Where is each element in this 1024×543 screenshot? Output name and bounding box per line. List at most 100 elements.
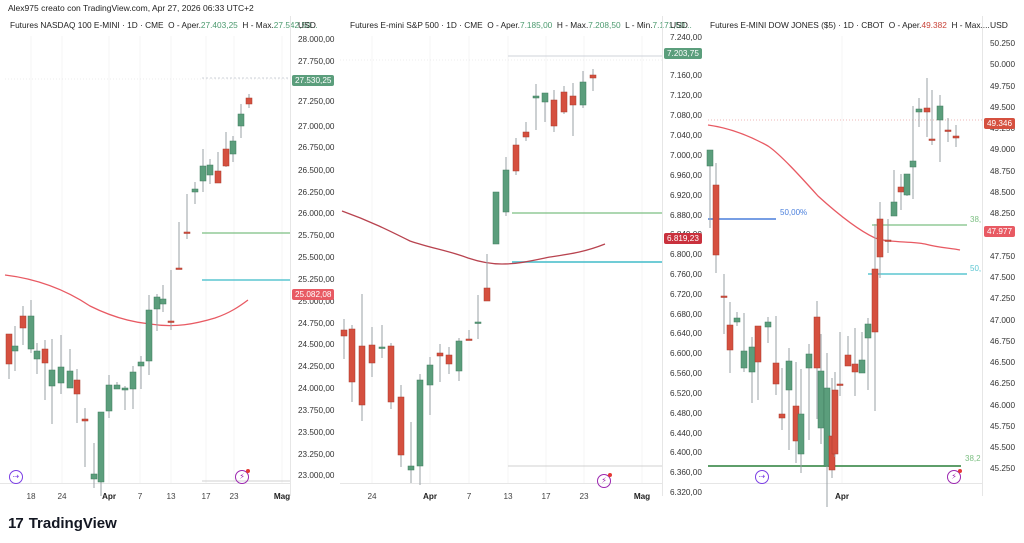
- price-axis-tick: 50.000: [990, 60, 1016, 69]
- candlestick-chart[interactable]: [340, 16, 662, 486]
- candle: [805, 344, 813, 440]
- candle: [465, 330, 473, 341]
- price-axis-tick: 23.750,00: [298, 406, 335, 415]
- moving-average-line[interactable]: [341, 210, 606, 265]
- candle: [831, 372, 839, 457]
- time-axis-tick: Apr: [834, 492, 850, 501]
- moving-average-line[interactable]: [707, 124, 961, 251]
- candle: [858, 332, 866, 374]
- symbol-legend[interactable]: Futures NASDAQ 100 E-MINI · 1D · CME O -…: [10, 20, 318, 30]
- candle: [229, 136, 237, 162]
- price-axis-tick: 6.800,00: [670, 250, 702, 259]
- time-axis-divider: [340, 483, 662, 484]
- candle: [426, 357, 434, 415]
- candle: [890, 170, 898, 217]
- open-value: 27.403,25: [200, 20, 238, 30]
- low-label: L - Min.: [620, 20, 653, 30]
- price-axis-tick: 45.500: [990, 443, 1016, 452]
- candle: [797, 369, 805, 473]
- price-axis-tick: 6.320,00: [670, 488, 702, 497]
- symbol-legend[interactable]: Futures E-MINI DOW JONES ($5) · 1D · CBO…: [710, 20, 990, 30]
- time-axis-tick: 18: [26, 492, 36, 501]
- moving-average-price-tag: 6.819,23: [664, 233, 702, 244]
- price-axis-tick: 27.000,00: [298, 122, 335, 131]
- price-axis-tick: 49.500: [990, 103, 1016, 112]
- time-axis-tick: 23: [579, 492, 589, 501]
- high-label: H - Max.: [552, 20, 589, 30]
- events-lightning-icon[interactable]: ⚡: [235, 469, 250, 484]
- moving-average-line[interactable]: [4, 274, 249, 327]
- high-label: H - Max.: [237, 20, 274, 30]
- chart-credit: Alex975 creato con TradingView.com, Apr …: [8, 3, 254, 13]
- events-lightning-icon[interactable]: ⚡: [597, 473, 612, 488]
- candle: [772, 316, 780, 395]
- candle: [897, 174, 905, 210]
- price-axis-tick: 6.480,00: [670, 409, 702, 418]
- dividends-split-icon[interactable]: ⇢: [755, 470, 769, 484]
- candle: [183, 194, 191, 239]
- price-axis-tick: 6.880,00: [670, 211, 702, 220]
- candlestick-chart[interactable]: [700, 16, 982, 507]
- price-axis-tick: 25.750,00: [298, 231, 335, 240]
- price-axis-tick: 6.600,00: [670, 349, 702, 358]
- candle: [823, 353, 831, 507]
- price-axis-tick: 24.250,00: [298, 362, 335, 371]
- candle: [137, 356, 145, 389]
- currency-label: USD: [990, 20, 1008, 30]
- candle: [871, 224, 879, 411]
- candle: [407, 422, 415, 483]
- price-axis-tick: 49.750: [990, 82, 1016, 91]
- price-axis-tick: 27.250,00: [298, 97, 335, 106]
- candle: [175, 222, 183, 270]
- time-axis-tick: 13: [503, 492, 513, 501]
- candle: [368, 327, 376, 377]
- candle: [57, 335, 65, 394]
- candle: [113, 382, 121, 390]
- price-axis-divider: [982, 16, 983, 496]
- candle: [844, 336, 852, 367]
- candle: [245, 94, 253, 108]
- price-axis-tick: 6.640,00: [670, 329, 702, 338]
- candle: [915, 98, 923, 127]
- price-axis-tick: 7.240,00: [670, 33, 702, 42]
- candle: [928, 90, 936, 145]
- candle: [748, 337, 756, 403]
- price-axis-tick: 25.500,00: [298, 253, 335, 262]
- candle: [81, 408, 89, 467]
- price-axis-tick: 6.680,00: [670, 310, 702, 319]
- price-axis-tick: 50.250: [990, 39, 1016, 48]
- candle: [740, 313, 748, 372]
- symbol-legend[interactable]: Futures E-mini S&P 500 · 1D · CME O - Ap…: [350, 20, 692, 30]
- tradingview-logo[interactable]: 17 TradingView: [8, 515, 117, 532]
- chart-panel-nasdaq[interactable]: Futures NASDAQ 100 E-MINI · 1D · CME O -…: [0, 16, 335, 501]
- candle: [387, 343, 395, 409]
- candle: [159, 285, 167, 312]
- candle: [11, 326, 19, 371]
- candle: [145, 295, 153, 375]
- candle: [541, 92, 549, 122]
- candle: [522, 122, 530, 141]
- price-axis-tick: 48.250: [990, 209, 1016, 218]
- price-axis-tick: 23.000,00: [298, 471, 335, 480]
- candle: [778, 368, 786, 430]
- price-axis-tick: 6.360,00: [670, 468, 702, 477]
- price-axis-tick: 7.160,00: [670, 71, 702, 80]
- candle: [560, 86, 568, 114]
- time-axis-tick: Apr: [101, 492, 117, 501]
- price-axis-tick: 47.000: [990, 316, 1016, 325]
- candle: [492, 191, 500, 245]
- time-axis-tick: 17: [201, 492, 211, 501]
- candle: [923, 78, 931, 137]
- candle: [41, 340, 49, 400]
- price-axis-tick: 7.120,00: [670, 91, 702, 100]
- currency-label: USD: [298, 20, 316, 30]
- candlestick-chart[interactable]: [0, 16, 290, 496]
- chart-panel-sp500[interactable]: Futures E-mini S&P 500 · 1D · CME O - Ap…: [340, 16, 702, 501]
- time-axis-tick: 24: [57, 492, 67, 501]
- events-lightning-icon[interactable]: ⚡: [947, 469, 962, 484]
- price-axis-tick: 45.750: [990, 422, 1016, 431]
- candle: [129, 366, 137, 409]
- candle: [105, 375, 113, 418]
- dividends-split-icon[interactable]: ⇢: [9, 470, 23, 484]
- chart-panel-dowjones[interactable]: Futures E-MINI DOW JONES ($5) · 1D · CBO…: [700, 16, 1024, 507]
